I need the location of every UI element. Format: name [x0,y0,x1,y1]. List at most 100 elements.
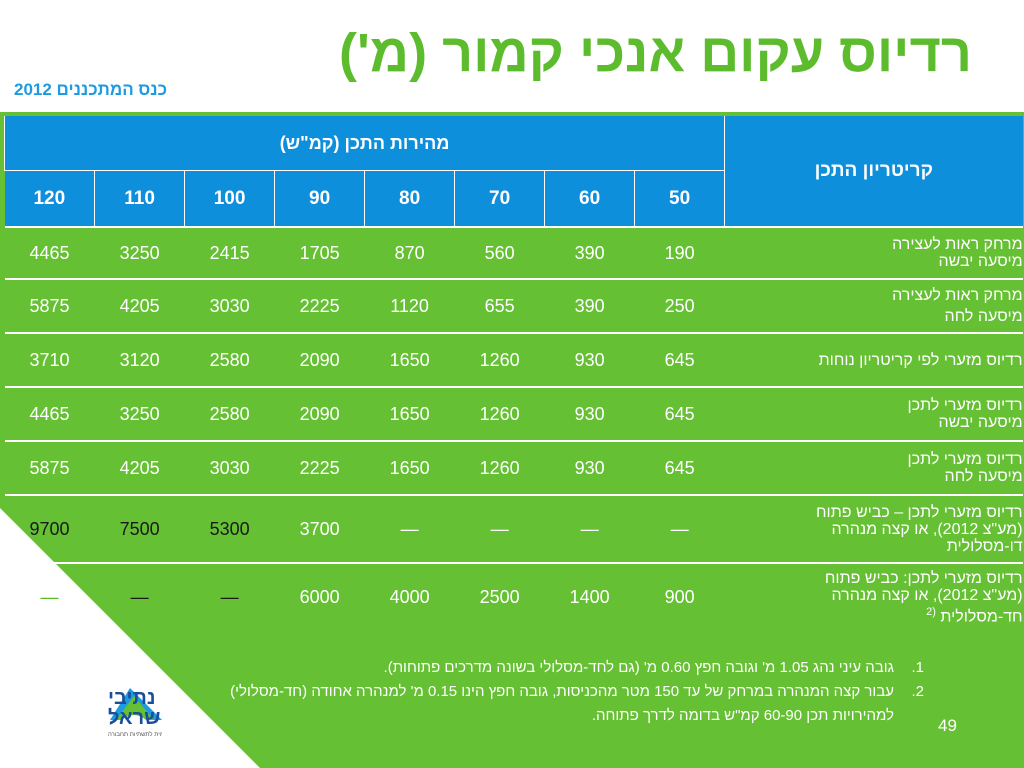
value-cell: 2090 [274,386,365,441]
footnotes: 1. גובה עיני נהג 1.05 מ' וגובה חפץ 0.60 … [204,656,924,728]
speed-col-header: 100 [184,170,275,227]
value-cell: 4205 [94,440,185,495]
value-cell: — [544,494,635,563]
criterion-line: חד-מסלולית (2 [725,604,1023,626]
value-cell: 2415 [184,226,275,279]
footnote-marker: (2 [926,605,936,618]
page-title: רדיוס עקום אנכי קמור (מ') [339,23,972,83]
value-cell: — [184,562,275,631]
value-cell: 930 [544,386,635,441]
footnote-number: 1. [911,659,924,676]
netivei-israel-logo: נתיבי ישראל החברה הלאומית לתשתיות תחבורה [108,687,162,738]
value-cell: 390 [544,226,635,279]
value-cell: 190 [634,226,725,279]
criterion-text: חד-מסלולית [940,608,1023,626]
value-cell: 3120 [94,332,185,387]
table-row: מרחק ראות לעצירה מיסעה לחה 250 390 655 1… [4,278,1023,333]
value-cell: — [364,494,455,563]
criterion-line: רדיוס מזערי לתכן: כביש פתוח [824,569,1023,587]
value-cell: 1400 [544,562,635,631]
speed-col-header: 70 [454,170,545,227]
footnote-number: 2. [911,683,924,700]
speed-col-header: 90 [274,170,365,227]
value-cell: 930 [544,440,635,495]
value-cell: 5875 [4,278,95,333]
value-cell: 2580 [184,332,275,387]
radius-table: קריטריון התכן מהירות התכן (קמ"ש) 50 60 7… [3,116,1023,631]
speed-col-header: 50 [634,170,725,227]
criterion-header: קריטריון התכן [724,116,1023,227]
criterion-cell: מרחק ראות לעצירה מיסעה לחה [724,278,1023,333]
value-cell: 4205 [94,278,185,333]
value-cell: 1260 [454,386,545,441]
criterion-line: מיסעה לחה [944,468,1023,485]
value-cell: 1650 [364,332,455,387]
value-cell: 390 [544,278,635,333]
value-cell: 6000 [274,562,365,631]
value-cell: 645 [634,332,725,387]
value-cell: — [634,494,725,563]
logo-tagline: החברה הלאומית לתשתיות תחבורה [108,730,162,738]
value-cell: 1705 [274,226,365,279]
value-cell: 3710 [4,332,95,387]
criterion-line: (מע"צ 2012), או קצה מנהרה [831,586,1023,604]
value-cell: 1650 [364,386,455,441]
value-cell: 4000 [364,562,455,631]
value-cell: — [4,562,95,631]
page-number: 49 [938,716,957,735]
value-cell: 3250 [94,226,185,279]
criterion-cell: רדיוס מזערי לתכן מיסעה יבשה [724,386,1023,441]
table-row: רדיוס מזערי לתכן מיסעה לחה 645 930 1260 … [4,440,1023,495]
value-cell: 2090 [274,332,365,387]
value-cell: 4465 [4,386,95,441]
value-cell: — [454,494,545,563]
criterion-line: מיסעה יבשה [938,253,1023,270]
speed-col-header: 80 [364,170,455,227]
speed-header: מהירות התכן (קמ"ש) [3,116,725,172]
footnote-item: 1. גובה עיני נהג 1.05 מ' וגובה חפץ 0.60 … [204,656,924,680]
conference-subtitle: כנס המתכננים 2012 [14,80,168,99]
speed-col-header: 120 [4,170,95,227]
criterion-line: (מע"צ 2012), או קצה מנהרה [831,520,1023,538]
footnote-text: עבור קצה המנהרה במרחק של עד 150 מטר מהכנ… [230,683,894,724]
logo-text-line2: ישראל [108,707,162,729]
speed-col-header: 60 [544,170,635,227]
value-cell: 3250 [94,386,185,441]
value-cell: 2500 [454,562,545,631]
criterion-line: מרחק ראות לעצירה [892,236,1023,253]
value-cell: 930 [544,332,635,387]
value-cell: 250 [634,278,725,333]
value-cell: 3700 [274,494,365,563]
value-cell: 1120 [364,278,455,333]
value-cell: 900 [634,562,725,631]
table-row: מרחק ראות לעצירה מיסעה יבשה 190 390 560 … [4,226,1023,279]
value-cell: 655 [454,278,545,333]
criterion-line: מרחק ראות לעצירה [892,287,1023,304]
value-cell: 1260 [454,332,545,387]
value-cell: 3030 [184,440,275,495]
value-cell: 870 [364,226,455,279]
value-cell: 1260 [454,440,545,495]
value-cell: — [94,562,185,631]
value-cell: 5300 [184,494,275,563]
value-cell: 2225 [274,278,365,333]
criterion-line: רדיוס מזערי לתכן – כביש פתוח [816,503,1023,521]
value-cell: 4465 [4,226,95,279]
speed-col-header: 110 [94,170,185,227]
value-cell: 645 [634,440,725,495]
table-row: רדיוס מזערי לתכן – כביש פתוח (מע"צ 2012)… [4,494,1023,563]
criterion-cell: רדיוס מזערי לפי קריטריון נוחות [724,332,1023,387]
value-cell: 2225 [274,440,365,495]
criterion-cell: רדיוס מזערי לתכן – כביש פתוח (מע"צ 2012)… [724,494,1023,563]
table-row: רדיוס מזערי לתכן: כביש פתוח (מע"צ 2012),… [4,562,1023,631]
criterion-cell: מרחק ראות לעצירה מיסעה יבשה [724,226,1023,279]
criterion-line: דו-מסלולית [946,537,1023,555]
criterion-line: רדיוס מזערי לתכן [907,451,1023,468]
value-cell: 9700 [4,494,95,563]
value-cell: 1650 [364,440,455,495]
logo-text-line1: נתיבי [108,687,155,709]
value-cell: 560 [454,226,545,279]
criterion-line: רדיוס מזערי לתכן [907,397,1023,414]
criterion-line: רדיוס מזערי לפי קריטריון נוחות [818,351,1023,369]
